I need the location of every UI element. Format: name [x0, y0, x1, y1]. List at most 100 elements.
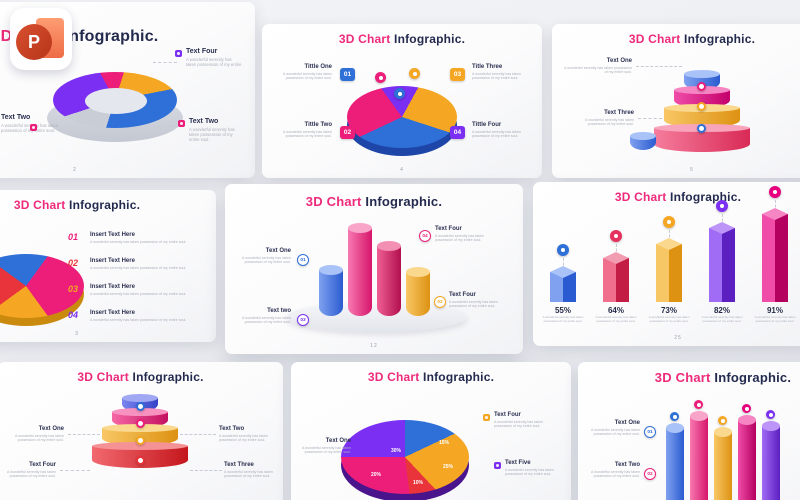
- callout-label: Title Three: [472, 64, 503, 70]
- connector-line: [669, 230, 670, 242]
- map-pin-icon: [610, 230, 622, 242]
- list-row: 02 Insert Text Here A wonderful serenity…: [68, 258, 208, 275]
- slide-5-cylinder-chart[interactable]: 3D Chart Infographic. Text One A wonderf…: [225, 184, 523, 354]
- slide-7-tier-stack[interactable]: 3D Chart Infographic. Text One A wonderf…: [0, 362, 283, 500]
- page-number: 5: [690, 167, 694, 173]
- slide-2-pie-callouts[interactable]: 3D Chart Infographic. Tittle One A wonde…: [262, 24, 542, 178]
- callout-desc: A wonderful serenity has taken possessio…: [564, 65, 632, 75]
- prism-column-blue: [550, 272, 576, 302]
- slice-label: 30%: [391, 448, 402, 454]
- number-circle-badge: 04: [419, 230, 431, 242]
- callout-left-1: Tittle One A wonderful serenity has take…: [270, 64, 332, 85]
- connector-line: [180, 434, 216, 435]
- map-pin-icon: [694, 400, 703, 409]
- callout-desc: A wonderful serenity has taken possessio…: [505, 467, 554, 477]
- slide-title-rest: Infographic.: [670, 190, 742, 204]
- bullet-icon: [175, 50, 182, 57]
- connector-line: [636, 66, 682, 67]
- callout-label: Tittle One: [304, 64, 332, 70]
- callout-label: Text Four: [435, 226, 462, 232]
- callout-desc: A wonderful serenity has taken possessio…: [591, 469, 640, 479]
- list-number: 01: [68, 232, 79, 242]
- slide-3-tier-stack[interactable]: 3D Chart Infographic. Text One A wonderf…: [552, 24, 800, 178]
- callout-label: Text Two: [219, 426, 245, 432]
- cylinder-yellow: [406, 267, 430, 316]
- callout-desc: A wonderful serenity has taken possessio…: [1, 122, 59, 133]
- slide-6-prism-percent-chart[interactable]: 3D Chart Infographic. 55% A wonderful se…: [533, 182, 800, 346]
- slide-9-column-chart[interactable]: 3D Chart Infographic. Text One A wonderf…: [578, 362, 800, 500]
- badge-number: 02: [343, 129, 352, 136]
- callout-desc: A wonderful serenity has taken possessio…: [472, 129, 521, 139]
- cylinder-magenta: [738, 415, 756, 500]
- callout-desc: A wonderful serenity has taken possessio…: [242, 255, 291, 265]
- connector-line: [157, 126, 177, 127]
- badge-number: 02: [647, 471, 653, 477]
- callout-right-2: Text Four A wonderful serenity has taken…: [449, 292, 509, 310]
- badge-number: 01: [300, 257, 306, 263]
- slide-title-accent: 3D Chart: [367, 370, 420, 384]
- callout-label: Text Three: [224, 462, 254, 468]
- pie-chart: [341, 420, 469, 494]
- callout-right-2: Tittle Four A wonderful serenity has tak…: [472, 122, 534, 143]
- list-desc: A wonderful serenity has taken possessio…: [90, 239, 187, 244]
- slide-title-accent: 3D Chart: [305, 194, 362, 209]
- callout-label: Text two: [267, 308, 291, 314]
- list-row: 01 Insert Text Here A wonderful serenity…: [68, 232, 208, 249]
- map-pin-icon: [716, 200, 728, 212]
- percent-value: 73%: [660, 306, 677, 315]
- callout-left-1: Text One A wonderful serenity has taken …: [580, 420, 640, 438]
- callout-left-2: Text Four A wonderful serenity has taken…: [0, 462, 56, 480]
- percent-desc: A wonderful serenity has taken possessio…: [701, 316, 743, 323]
- slide-title-accent: 3D Chart: [13, 198, 66, 212]
- badge-number: 03: [453, 71, 462, 78]
- percent-desc: A wonderful serenity has taken possessio…: [754, 316, 796, 323]
- map-pin-icon: [663, 216, 675, 228]
- callout-desc: A wonderful serenity has taken possessio…: [302, 445, 351, 455]
- map-pin-icon: [375, 72, 386, 83]
- prism-column-purple: [709, 228, 735, 302]
- slide-title: 3D Chart Infographic.: [533, 190, 800, 204]
- slide-1-donut-chart[interactable]: 3D Chart Infographic. Text Four A wonder…: [0, 2, 255, 178]
- connector-line: [616, 244, 617, 256]
- number-circle-badge: 03: [297, 314, 309, 326]
- callout-desc: A wonderful serenity has taken possessio…: [224, 469, 273, 479]
- connector-line: [190, 470, 222, 471]
- cylinder-blue: [319, 265, 343, 316]
- percent-desc: A wonderful serenity has taken possessio…: [542, 316, 584, 323]
- callout-label: Text One: [325, 438, 351, 444]
- percent-value: 64%: [607, 306, 624, 315]
- slide-title-rest: Infographic.: [394, 32, 466, 46]
- number-circle-badge: 01: [644, 426, 656, 438]
- prism-column-magenta: [762, 214, 788, 302]
- map-pin-icon: [670, 412, 679, 421]
- slide-8-pie-percent[interactable]: 3D Chart Infographic. 30% 15% 25% 10% 20…: [291, 362, 571, 500]
- callout-label: Text One: [614, 420, 640, 426]
- slide-title-rest: Infographic.: [365, 194, 443, 209]
- callout-desc: A wonderful serenity has taken possessio…: [242, 315, 291, 325]
- list-number: 02: [68, 258, 79, 268]
- callout-desc: A wonderful serenity has taken possessio…: [472, 71, 521, 81]
- list-label: Insert Text Here: [90, 284, 135, 290]
- slide-title: 3D Chart Infographic.: [552, 32, 800, 46]
- badge-number: 04: [422, 233, 428, 239]
- slide-title-rest: Infographic.: [132, 370, 204, 384]
- callout-left-1: Text One A wonderful serenity has taken …: [6, 426, 64, 444]
- slide-title: 3D Chart Infographic.: [291, 370, 571, 384]
- number-badge: 04: [450, 126, 465, 139]
- cylinder-blue: [666, 423, 684, 500]
- list-label: Insert Text Here: [90, 258, 135, 264]
- slide-4-pie-list[interactable]: 3D Chart Infographic. 01 Insert Text Her…: [0, 190, 216, 342]
- slice-label: 20%: [371, 472, 382, 478]
- map-pin-icon: [394, 88, 405, 99]
- exploded-wedge-blue: [630, 132, 656, 150]
- callout-desc: A wonderful serenity has taken possessio…: [585, 117, 634, 127]
- callout-desc: A wonderful serenity has taken possessio…: [591, 427, 640, 437]
- list-row: 04 Insert Text Here A wonderful serenity…: [68, 310, 208, 327]
- cylinder-magenta: [377, 241, 401, 316]
- slide-title-accent: 3D Chart: [628, 32, 681, 46]
- percent-value: 91%: [766, 306, 783, 315]
- connector-line: [775, 200, 776, 212]
- page-number: 12: [370, 343, 378, 349]
- number-badge: 03: [450, 68, 465, 81]
- tier-marker-icon: [697, 124, 706, 133]
